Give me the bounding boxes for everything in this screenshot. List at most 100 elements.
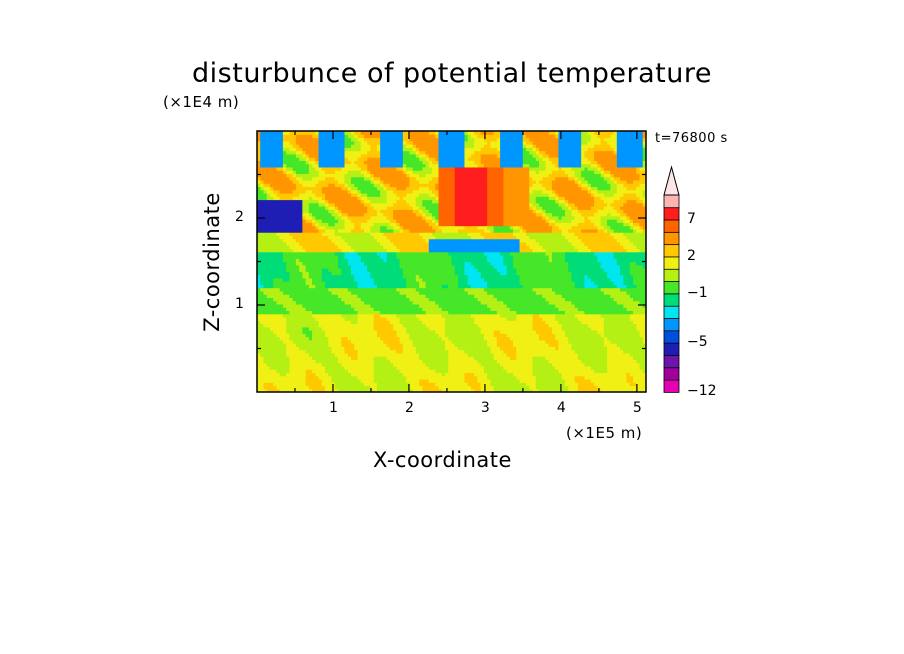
field-cell bbox=[315, 343, 320, 347]
field-cell bbox=[373, 388, 378, 392]
field-cell bbox=[425, 281, 430, 285]
field-cell bbox=[363, 388, 368, 392]
field-cell bbox=[451, 153, 456, 158]
field-cell bbox=[373, 277, 378, 282]
field-cell bbox=[289, 163, 294, 168]
field-cell bbox=[402, 134, 407, 139]
field-cell bbox=[389, 137, 394, 142]
field-cell bbox=[312, 192, 316, 197]
field-cell bbox=[257, 307, 261, 312]
field-cell bbox=[351, 290, 355, 295]
field-cell bbox=[445, 352, 449, 357]
field-cell bbox=[328, 179, 333, 184]
field-cell bbox=[273, 313, 278, 318]
field-cell bbox=[354, 245, 359, 250]
field-cell bbox=[286, 300, 291, 305]
field-cell bbox=[402, 359, 407, 364]
field-cell bbox=[389, 179, 394, 184]
field-cell bbox=[344, 153, 349, 158]
field-cell bbox=[325, 173, 329, 178]
field-cell bbox=[292, 235, 297, 240]
field-cell bbox=[312, 202, 316, 207]
field-cell bbox=[351, 356, 355, 360]
field-cell bbox=[454, 144, 459, 148]
field-cell bbox=[441, 323, 446, 328]
field-cell bbox=[428, 215, 433, 220]
field-cell bbox=[282, 192, 287, 197]
field-cell bbox=[286, 290, 291, 295]
field-cell bbox=[354, 147, 359, 152]
field-cell bbox=[276, 186, 281, 191]
field-cell bbox=[302, 258, 307, 263]
field-cell bbox=[266, 202, 271, 207]
field-cell bbox=[402, 192, 407, 197]
field-cell bbox=[412, 196, 417, 201]
field-cell bbox=[321, 144, 326, 148]
field-cell bbox=[363, 323, 368, 328]
field-cell bbox=[308, 206, 313, 210]
field-cell bbox=[360, 281, 365, 285]
field-cell bbox=[276, 157, 281, 161]
field-cell bbox=[315, 258, 320, 263]
field-cell bbox=[428, 284, 433, 289]
field-cell bbox=[451, 183, 456, 188]
field-cell bbox=[432, 313, 436, 318]
field-cell bbox=[432, 349, 436, 354]
field-cell bbox=[386, 186, 391, 191]
field-cell bbox=[292, 284, 297, 289]
field-cell bbox=[289, 268, 294, 272]
field-cell bbox=[344, 144, 349, 148]
field-cell bbox=[428, 336, 433, 341]
field-cell bbox=[406, 219, 410, 223]
field-cell bbox=[279, 297, 284, 302]
field-cell bbox=[276, 343, 281, 347]
field-cell bbox=[438, 290, 443, 295]
field-cell bbox=[273, 303, 278, 308]
field-cell bbox=[302, 131, 307, 135]
field-cell bbox=[412, 166, 417, 171]
field-cell bbox=[454, 297, 459, 302]
field-cell bbox=[344, 170, 349, 175]
field-cell bbox=[347, 300, 352, 305]
field-cell bbox=[367, 170, 372, 175]
field-cell bbox=[389, 238, 394, 243]
field-cell bbox=[315, 254, 320, 259]
field-cell bbox=[344, 352, 349, 357]
field-cell bbox=[367, 144, 372, 148]
field-cell bbox=[321, 303, 326, 308]
field-cell bbox=[341, 258, 346, 263]
field-cell bbox=[257, 274, 261, 279]
field-cell bbox=[269, 290, 274, 295]
field-cell bbox=[376, 277, 381, 282]
field-cell bbox=[295, 333, 300, 338]
field-cell bbox=[445, 277, 449, 282]
field-cell bbox=[454, 245, 459, 250]
field-cell bbox=[305, 140, 310, 145]
field-cell bbox=[276, 183, 281, 188]
field-cell bbox=[263, 352, 268, 357]
field-cell bbox=[419, 277, 423, 282]
field-cell bbox=[269, 294, 274, 298]
field-cell bbox=[432, 131, 436, 135]
field-cell bbox=[448, 281, 453, 285]
field-cell bbox=[321, 264, 326, 269]
field-cell bbox=[396, 356, 401, 360]
field-cell bbox=[263, 336, 268, 341]
field-cell bbox=[445, 212, 449, 217]
field-cell bbox=[432, 222, 436, 227]
field-cell bbox=[360, 238, 365, 243]
field-cell bbox=[312, 271, 316, 276]
field-cell bbox=[402, 352, 407, 357]
field-cell bbox=[412, 157, 417, 161]
field-cell bbox=[351, 300, 355, 305]
field-cell bbox=[260, 176, 265, 181]
field-cell bbox=[354, 300, 359, 305]
field-cell bbox=[367, 196, 372, 201]
field-cell bbox=[451, 235, 456, 240]
field-cell bbox=[451, 372, 456, 377]
field-cell bbox=[432, 264, 436, 269]
field-cell bbox=[312, 254, 316, 259]
field-cell bbox=[328, 219, 333, 223]
field-cell bbox=[286, 375, 291, 380]
field-cell bbox=[386, 268, 391, 272]
